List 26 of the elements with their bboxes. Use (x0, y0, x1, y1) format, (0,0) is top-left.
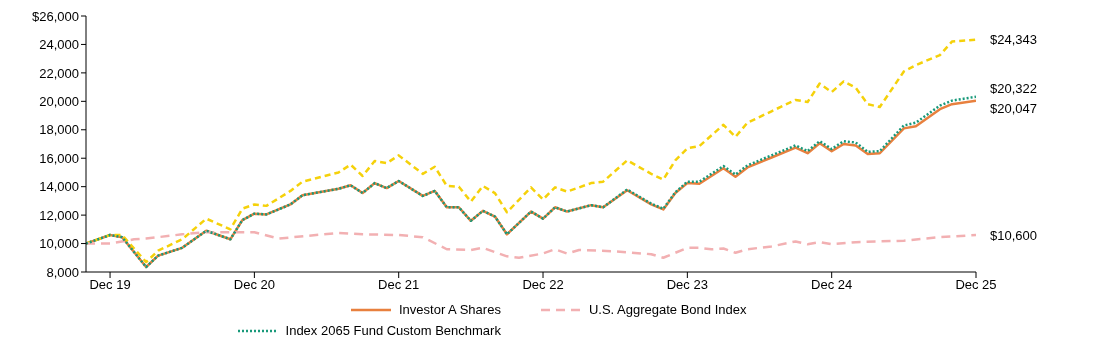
y-tick-label: 14,000 (39, 179, 79, 195)
x-tick-label: Dec 24 (811, 277, 853, 293)
y-tick-label: 22,000 (39, 65, 79, 81)
x-tick-label: Dec 20 (233, 277, 275, 293)
legend-label: Investor A Shares (398, 302, 501, 317)
y-tick-label: 8,000 (46, 264, 79, 280)
y-tick-label: 20,000 (39, 93, 79, 109)
y-tick-label: $26,000 (32, 8, 79, 24)
y-tick-label: 12,000 (39, 207, 79, 223)
legend-label: Index 2065 Fund Custom Benchmark (285, 323, 501, 338)
x-tick-label: Dec 22 (522, 277, 564, 293)
legend-label: U.S. Aggregate Bond Index (588, 302, 747, 317)
annotation: $10,600 (990, 227, 1037, 243)
line-series (86, 230, 976, 260)
annotation: $20,322 (990, 81, 1037, 97)
x-tick-label: Dec 19 (89, 277, 131, 293)
x-tick-label: Dec 25 (955, 277, 997, 293)
x-tick-label: Dec 23 (666, 277, 708, 293)
y-tick-label: 18,000 (39, 122, 79, 138)
y-tick-label: 16,000 (39, 150, 79, 166)
line-series (86, 38, 976, 264)
x-tick-label: Dec 21 (378, 277, 420, 293)
annotation: $20,047 (990, 101, 1037, 117)
y-tick-label: 10,000 (39, 236, 79, 252)
y-tick-label: 24,000 (39, 37, 79, 53)
annotation: $24,343 (990, 32, 1037, 48)
